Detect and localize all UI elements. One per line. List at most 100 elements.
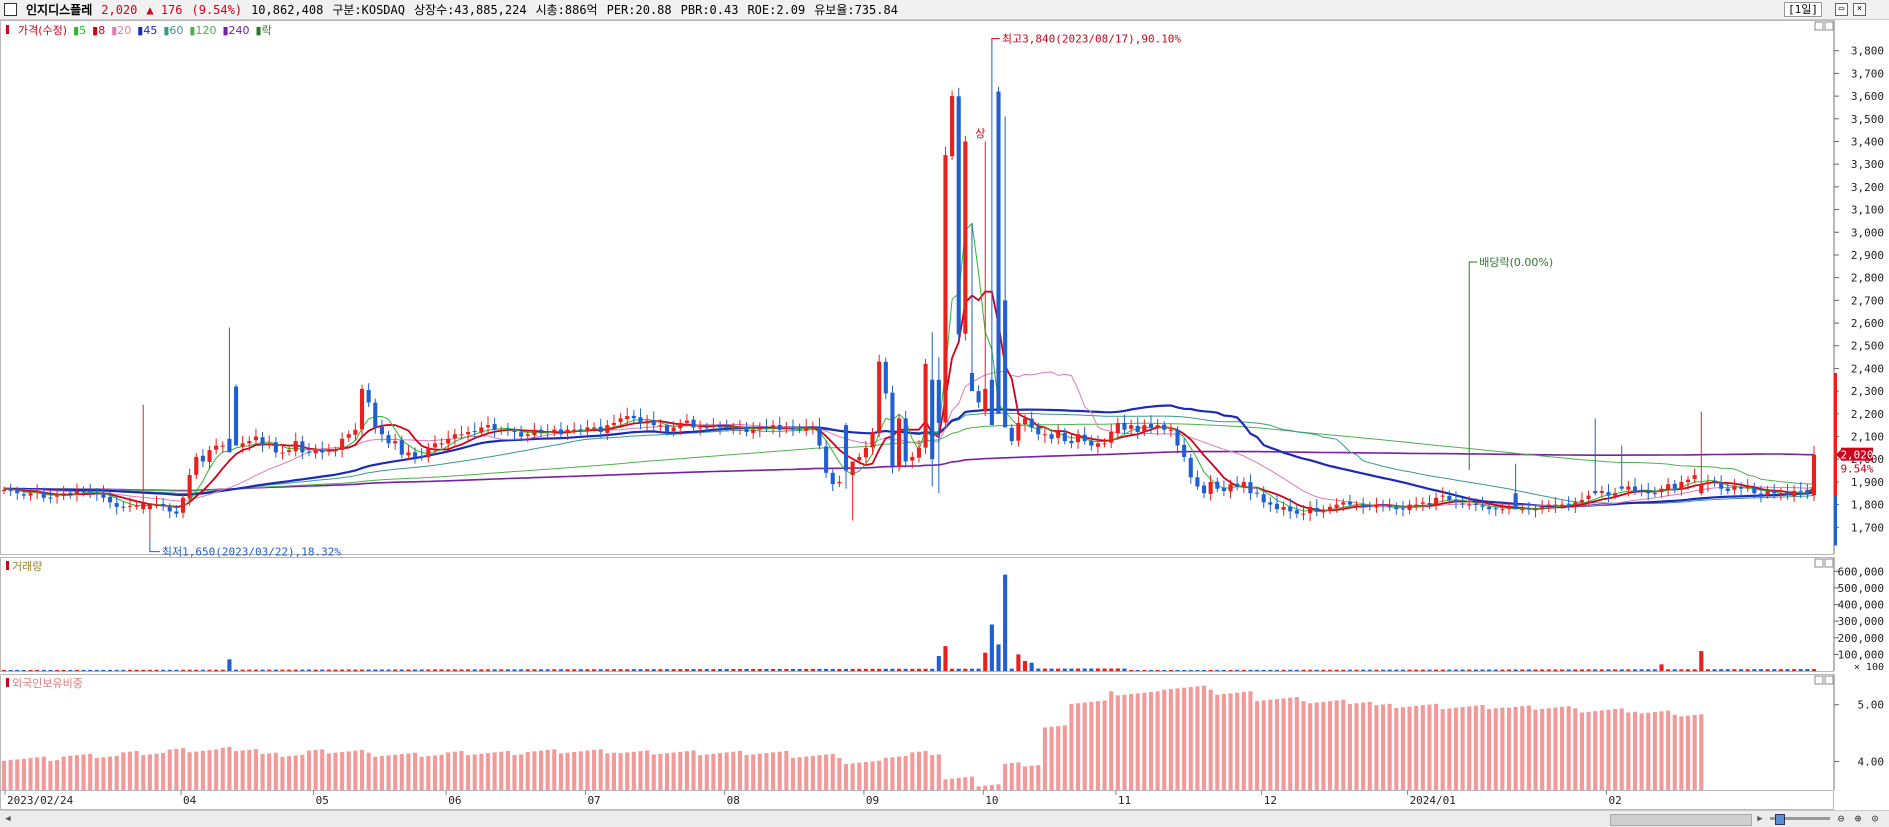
foreign-bar xyxy=(287,756,292,790)
candle-body xyxy=(910,456,915,461)
foreign-bar xyxy=(1380,704,1386,790)
candle-body xyxy=(346,434,351,438)
volume-bar xyxy=(1506,669,1512,671)
candle-body xyxy=(983,388,988,412)
candle-body xyxy=(645,420,650,424)
foreign-bar xyxy=(127,751,133,790)
volume-bar xyxy=(340,669,345,671)
candle-body xyxy=(1168,429,1173,431)
volume-bar xyxy=(207,669,212,671)
candle-body xyxy=(386,435,391,444)
foreign-bar xyxy=(969,776,975,790)
candle-body xyxy=(492,424,497,430)
foreign-bar xyxy=(983,785,988,790)
candle-body xyxy=(1288,506,1293,512)
zoom-in-icon[interactable]: ⊕ xyxy=(1854,812,1862,825)
candle-body xyxy=(366,389,371,403)
volume-bar xyxy=(214,669,219,671)
foreign-bar xyxy=(1626,712,1631,790)
candle-body xyxy=(1082,434,1087,442)
volume-bar xyxy=(724,669,729,671)
candle-body xyxy=(996,91,1001,414)
candle-body xyxy=(804,427,809,431)
volume-bar xyxy=(784,668,789,671)
foreign-bar xyxy=(817,755,822,790)
period-selector[interactable]: [1일] xyxy=(1784,2,1822,17)
candle-body xyxy=(843,425,849,471)
close-icon[interactable]: × xyxy=(1853,3,1866,16)
candle-body xyxy=(1281,506,1286,510)
foreign-bar xyxy=(638,751,643,790)
volume-bar xyxy=(1148,669,1154,671)
zoom-reset-icon[interactable]: ⊙ xyxy=(1871,812,1879,825)
candle-body xyxy=(671,427,676,432)
foreign-bar xyxy=(976,786,981,790)
foreign-bar xyxy=(1135,693,1140,790)
zoom-out-icon[interactable]: ⊖ xyxy=(1837,812,1845,825)
candle-body xyxy=(1354,504,1359,506)
volume-bar xyxy=(969,668,975,671)
candle-body xyxy=(1606,492,1611,496)
foreign-bar xyxy=(678,751,683,790)
candle-body xyxy=(452,434,457,439)
foreign-bar xyxy=(1294,697,1299,790)
foreign-bar xyxy=(611,752,617,790)
candle-body xyxy=(1672,483,1677,489)
candle-body xyxy=(870,431,875,448)
foreign-bar xyxy=(1520,706,1525,790)
volume-bar xyxy=(446,669,451,671)
foreign-bar xyxy=(413,752,418,790)
volume-bar xyxy=(638,669,643,671)
foreign-bar xyxy=(1440,709,1445,790)
foreign-bar xyxy=(744,755,749,790)
horizontal-scrollbar[interactable]: ◀ ▶ ⊖ ⊕ ⊙ xyxy=(0,810,1889,827)
volume-bar xyxy=(950,668,955,671)
candle-body xyxy=(797,429,802,431)
foreign-bar xyxy=(598,749,603,790)
candle-body xyxy=(857,456,862,461)
volume-bar xyxy=(1314,669,1319,671)
scroll-left-icon[interactable]: ◀ xyxy=(5,814,11,824)
volume-bar xyxy=(1487,669,1492,671)
select-checkbox[interactable] xyxy=(4,3,17,16)
candle-body xyxy=(691,419,696,428)
volume-bar xyxy=(88,669,93,671)
volume-panel xyxy=(0,557,1834,672)
volume-bar xyxy=(233,669,239,671)
foreign-bar xyxy=(48,760,53,790)
volume-bar xyxy=(1566,669,1571,671)
foreign-bar xyxy=(1036,765,1041,790)
restore-icon[interactable]: ▭ xyxy=(1835,3,1848,16)
foreign-bar xyxy=(1467,706,1472,790)
foreign-bar xyxy=(1314,702,1319,790)
foreign-bar xyxy=(8,760,13,790)
zoom-slider-knob[interactable] xyxy=(1775,814,1785,825)
foreign-bar xyxy=(1560,706,1565,790)
candle-body xyxy=(989,379,994,426)
candle-body xyxy=(1069,440,1074,444)
scroll-thumb[interactable] xyxy=(1610,814,1752,826)
foreign-legend-marker xyxy=(6,678,9,687)
volume-bar xyxy=(1056,668,1061,671)
volume-bar xyxy=(220,669,225,671)
volume-bar xyxy=(976,668,981,671)
foreign-bar xyxy=(346,751,351,790)
volume-bar xyxy=(731,669,736,671)
volume-bar xyxy=(1,670,7,671)
candle-body xyxy=(74,490,79,495)
candle-body xyxy=(578,429,583,431)
volume-bar xyxy=(180,669,186,671)
scroll-right-icon[interactable]: ▶ xyxy=(1757,814,1763,824)
price-change: ▲ 176 xyxy=(146,2,183,17)
low-annotation: 최저1,650(2023/03/22),18.32% xyxy=(162,546,342,559)
candle-body xyxy=(1705,481,1710,485)
foreign-bar xyxy=(1062,725,1067,790)
foreign-bar xyxy=(565,752,570,790)
volume-bar xyxy=(452,669,457,671)
foreign-bar xyxy=(1487,709,1492,790)
candle-body xyxy=(724,426,729,428)
zoom-slider[interactable] xyxy=(1770,817,1830,820)
candle-body xyxy=(373,402,378,428)
price-tick-label: 2,900 xyxy=(1851,249,1884,262)
